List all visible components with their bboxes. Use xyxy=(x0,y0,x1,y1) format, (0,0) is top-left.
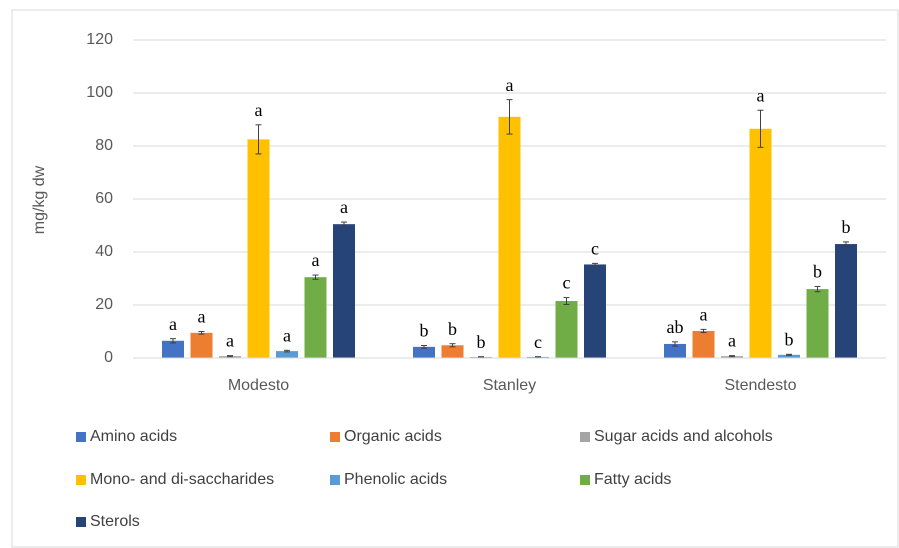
significance-letter: c xyxy=(591,239,599,259)
bar xyxy=(276,351,298,358)
significance-letter: b xyxy=(448,319,457,339)
legend-label: Amino acids xyxy=(90,428,177,445)
y-axis-label: mg/kg dw xyxy=(31,165,48,234)
legend-swatch xyxy=(580,475,590,485)
significance-letter: c xyxy=(534,332,542,352)
bar xyxy=(190,332,213,358)
legend-swatch xyxy=(76,432,86,442)
legend-swatch xyxy=(76,517,86,527)
significance-letter: b xyxy=(477,332,486,352)
bar xyxy=(835,244,857,358)
y-tick-label: 60 xyxy=(95,190,113,207)
bar xyxy=(584,264,606,358)
significance-letter: b xyxy=(813,262,822,282)
legend-swatch xyxy=(330,432,340,442)
bar xyxy=(413,346,435,358)
significance-letter: a xyxy=(757,85,765,105)
bar xyxy=(692,330,715,358)
legend-label: Fatty acids xyxy=(594,471,671,488)
bar xyxy=(441,345,464,358)
bar xyxy=(749,128,772,358)
significance-letter: a xyxy=(340,197,348,217)
significance-letter: a xyxy=(728,331,736,351)
legend-label: Phenolic acids xyxy=(344,471,447,488)
significance-letter: a xyxy=(506,75,514,95)
legend-label: Sugar acids and alcohols xyxy=(594,428,773,445)
bar xyxy=(498,116,521,358)
significance-letter: a xyxy=(169,314,177,334)
legend-swatch xyxy=(580,432,590,442)
x-tick-label: Stanley xyxy=(483,377,536,394)
bar xyxy=(304,277,327,358)
legend-swatch xyxy=(330,475,340,485)
y-tick-label: 40 xyxy=(95,243,113,260)
bar xyxy=(778,354,800,358)
significance-letter: a xyxy=(283,325,291,345)
legend-label: Organic acids xyxy=(344,428,442,445)
significance-letter: a xyxy=(226,331,234,351)
chart-frame xyxy=(11,9,899,548)
significance-letter: c xyxy=(563,273,571,293)
y-tick-label: 80 xyxy=(95,137,113,154)
significance-letter: ab xyxy=(667,317,684,337)
bar xyxy=(555,301,578,358)
significance-letter: b xyxy=(420,321,429,341)
x-tick-label: Stendesto xyxy=(724,377,796,394)
legend-label: Mono- and di-saccharides xyxy=(90,471,274,488)
significance-letter: b xyxy=(785,329,794,349)
bar xyxy=(806,289,829,358)
x-tick-label: Modesto xyxy=(228,377,289,394)
legend-label: Sterols xyxy=(90,513,140,530)
y-tick-label: 120 xyxy=(86,31,113,48)
bar xyxy=(333,224,355,358)
significance-letter: a xyxy=(312,250,320,270)
bar xyxy=(664,343,686,358)
significance-letter: b xyxy=(842,217,851,237)
bar xyxy=(162,340,184,358)
significance-letter: a xyxy=(198,307,206,327)
y-tick-label: 100 xyxy=(86,84,113,101)
bar xyxy=(247,139,270,358)
legend-swatch xyxy=(76,475,86,485)
significance-letter: a xyxy=(255,100,263,120)
y-tick-label: 20 xyxy=(95,296,113,313)
y-tick-label: 0 xyxy=(104,349,113,366)
significance-letter: a xyxy=(700,305,708,325)
